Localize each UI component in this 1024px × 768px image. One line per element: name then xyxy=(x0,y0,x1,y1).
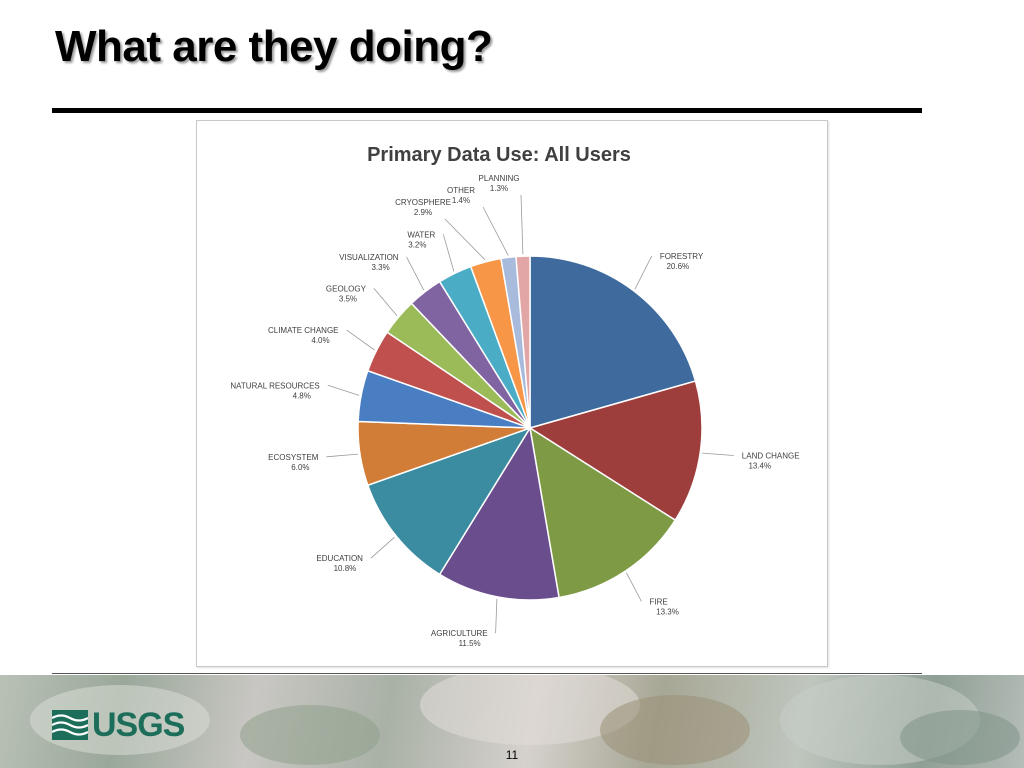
footer-satellite-image xyxy=(0,675,1024,768)
pie-label-agriculture: AGRICULTURE xyxy=(431,629,488,638)
leader-line-land-change xyxy=(702,452,734,456)
pie-value-label-planning: 1.3% xyxy=(490,184,508,193)
leader-line-agriculture xyxy=(495,598,498,634)
title-divider xyxy=(52,108,922,113)
leader-line-ecosystem xyxy=(326,453,359,458)
pie-value-label-other: 1.4% xyxy=(452,196,470,205)
pie-chart: Primary Data Use: All Users FORESTRY20.6… xyxy=(230,144,799,648)
pie-slice-agriculture xyxy=(438,425,560,601)
pie-value-label-education: 10.8% xyxy=(334,564,357,573)
usgs-logo-text: USGS xyxy=(92,706,185,744)
pie-label-education: EDUCATION xyxy=(316,554,363,563)
leader-line-other xyxy=(482,206,509,256)
leader-line-cryosphere xyxy=(444,218,486,261)
leader-line-fire xyxy=(626,572,642,602)
pie-slice-land-change xyxy=(528,380,703,522)
pie-label-ecosystem: ECOSYSTEM xyxy=(268,453,319,462)
pie-value-label-visualization: 3.3% xyxy=(371,263,389,272)
usgs-logo: USGS xyxy=(52,706,185,744)
pie-value-label-natural-resources: 4.8% xyxy=(293,391,311,400)
leader-line-climate-change xyxy=(346,329,375,351)
pie-label-water: WATER xyxy=(407,230,435,239)
footer-divider xyxy=(52,673,922,674)
pie-slice-education xyxy=(366,426,532,576)
pie-slice-fire xyxy=(528,426,677,599)
pie-value-label-geology: 3.5% xyxy=(339,294,357,303)
pie-label-cryosphere: CRYOSPHERE xyxy=(395,198,451,207)
pie-value-label-cryosphere: 2.9% xyxy=(414,208,432,217)
pie-slice-planning xyxy=(515,255,531,429)
pie-value-label-ecosystem: 6.0% xyxy=(291,463,309,472)
leader-line-forestry xyxy=(634,255,653,290)
pie-label-geology: GEOLOGY xyxy=(326,284,367,293)
slide-title: What are they doing? xyxy=(55,22,493,71)
pie-label-visualization: VISUALIZATION xyxy=(339,253,399,262)
pie-value-label-agriculture: 11.5% xyxy=(459,639,481,648)
leader-line-visualization xyxy=(406,256,425,291)
pie-label-other: OTHER xyxy=(447,186,475,195)
pie-label-natural-resources: NATURAL RESOURCES xyxy=(230,381,319,390)
pie-chart-container: Primary Data Use: All Users FORESTRY 20.6… xyxy=(196,120,828,667)
pie-value-label-fire: 13.3% xyxy=(656,607,679,616)
usgs-wave-icon xyxy=(52,710,88,740)
chart-title: Primary Data Use: All Users xyxy=(367,144,631,166)
pie-label-land-change: LAND CHANGE xyxy=(742,452,800,461)
pie-label-planning: PLANNING xyxy=(479,174,520,183)
pie-label-climate-change: CLIMATE CHANGE xyxy=(268,326,339,335)
pie-value-label-water: 3.2% xyxy=(408,240,426,249)
pie-value-label-climate-change: 4.0% xyxy=(311,336,329,345)
pie-slice-forestry xyxy=(529,255,697,429)
pie-leader-lines xyxy=(326,194,734,634)
pie-value-label-forestry: 20.6% xyxy=(666,262,689,271)
leader-line-planning xyxy=(520,194,524,255)
leader-line-geology xyxy=(373,288,398,317)
leader-line-water xyxy=(442,234,455,272)
pie-label-fire: FIRE xyxy=(650,597,668,606)
pie-slices xyxy=(357,255,703,601)
leader-line-natural-resources xyxy=(327,384,360,396)
page-number: 11 xyxy=(505,748,519,762)
leader-line-education xyxy=(370,536,395,559)
pie-value-label-land-change: 13.4% xyxy=(748,462,771,471)
pie-label-forestry: FORESTRY xyxy=(660,252,704,261)
